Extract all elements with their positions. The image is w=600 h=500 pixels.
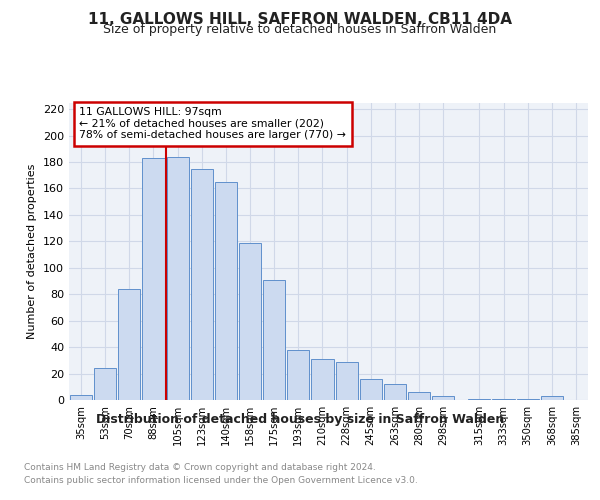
Text: 11 GALLOWS HILL: 97sqm
← 21% of detached houses are smaller (202)
78% of semi-de: 11 GALLOWS HILL: 97sqm ← 21% of detached… [79,107,346,140]
Text: Contains HM Land Registry data © Crown copyright and database right 2024.: Contains HM Land Registry data © Crown c… [24,462,376,471]
Text: 11, GALLOWS HILL, SAFFRON WALDEN, CB11 4DA: 11, GALLOWS HILL, SAFFRON WALDEN, CB11 4… [88,12,512,28]
Bar [493,398,515,400]
Bar [94,368,116,400]
Text: Distribution of detached houses by size in Saffron Walden: Distribution of detached houses by size … [96,412,504,426]
Text: Contains public sector information licensed under the Open Government Licence v3: Contains public sector information licen… [24,476,418,485]
Y-axis label: Number of detached properties: Number of detached properties [28,164,37,339]
Bar [468,398,490,400]
Bar [335,362,358,400]
Bar [311,359,334,400]
Bar [359,379,382,400]
Bar [432,396,454,400]
Bar [70,394,92,400]
Text: Size of property relative to detached houses in Saffron Walden: Size of property relative to detached ho… [103,24,497,36]
Bar [239,242,261,400]
Bar [287,350,310,400]
Bar [408,392,430,400]
Bar [142,158,164,400]
Bar [215,182,237,400]
Bar [191,168,213,400]
Bar [541,396,563,400]
Bar [384,384,406,400]
Bar [263,280,285,400]
Bar [118,289,140,400]
Bar [517,398,539,400]
Bar [167,156,189,400]
